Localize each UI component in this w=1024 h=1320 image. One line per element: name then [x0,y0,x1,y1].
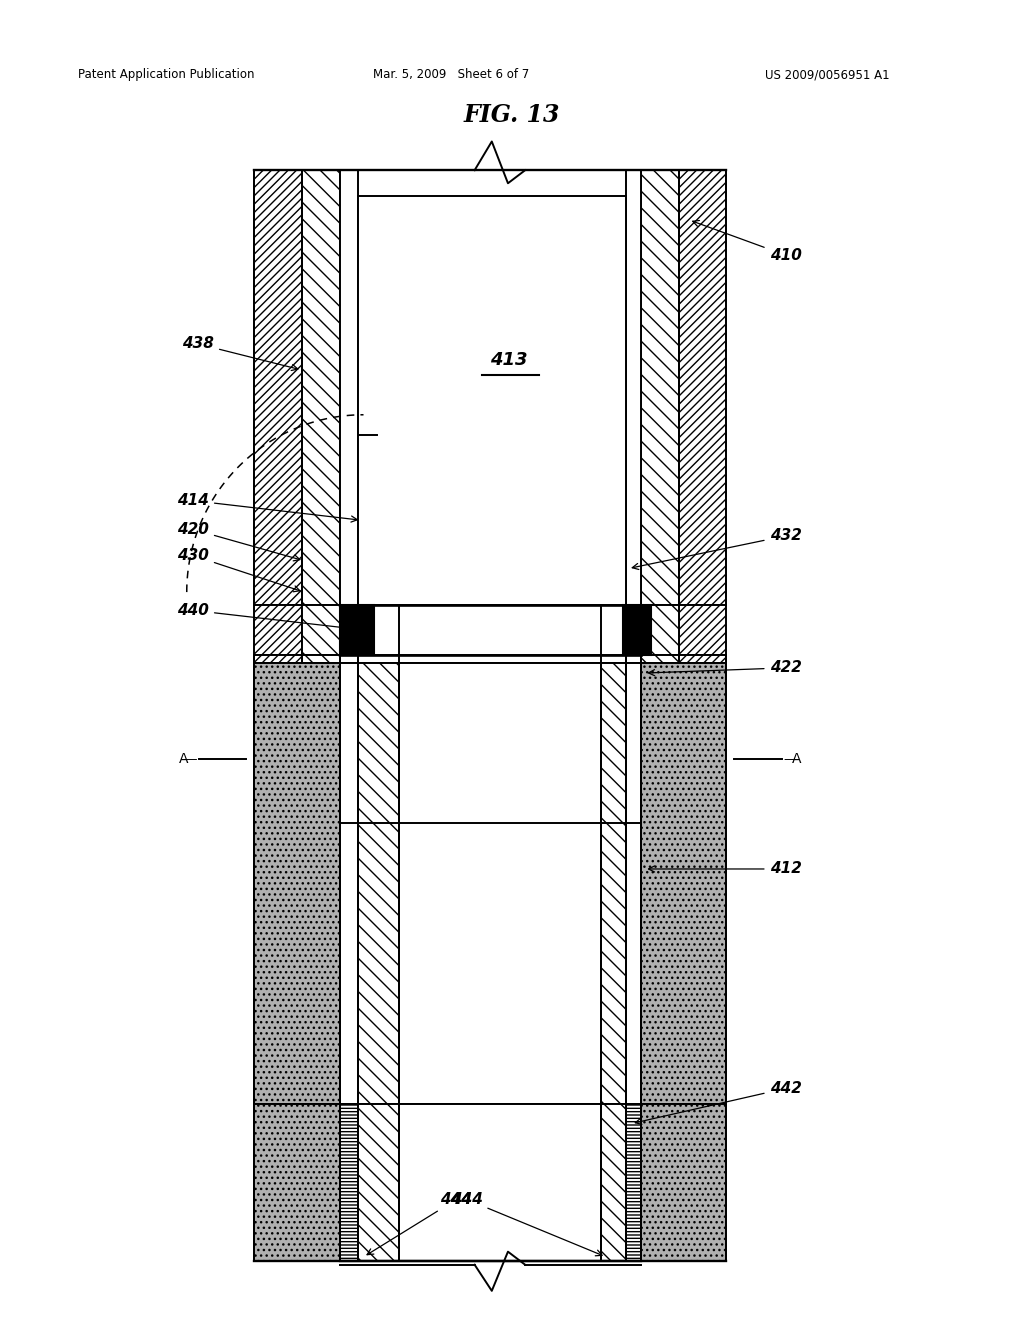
Text: Patent Application Publication: Patent Application Publication [78,69,254,82]
Bar [340,1104,358,1261]
Bar [601,1104,626,1261]
Text: A: A [792,752,802,767]
Bar [254,605,302,655]
Text: 412: 412 [648,862,802,876]
Bar [624,605,651,655]
Text: —: — [783,752,797,766]
Text: FIG. 13: FIG. 13 [464,103,560,127]
Bar [641,170,679,605]
Text: 410: 410 [692,220,802,263]
Bar [358,663,399,1104]
Bar [358,197,626,605]
Text: 444: 444 [451,1192,602,1255]
Bar [679,655,726,663]
Bar [679,605,726,655]
Text: 422: 422 [648,660,802,676]
Text: US 2009/0056951 A1: US 2009/0056951 A1 [765,69,889,82]
Bar [626,170,641,605]
Text: 440: 440 [177,603,348,631]
Bar [626,663,641,1104]
Text: 430: 430 [177,548,300,591]
Text: 413: 413 [490,351,527,368]
Bar [340,170,358,605]
Bar [358,655,626,663]
Bar [626,1104,641,1261]
Text: —: — [184,752,197,766]
Bar [601,663,626,1104]
Text: 432: 432 [632,528,802,569]
Bar [641,1104,726,1261]
Bar [254,663,340,1104]
Bar [399,663,601,1104]
Bar [641,655,679,663]
Bar [340,655,358,663]
Text: Mar. 5, 2009   Sheet 6 of 7: Mar. 5, 2009 Sheet 6 of 7 [374,69,529,82]
Bar [358,1104,399,1261]
Bar [679,170,726,605]
Text: A: A [179,752,188,767]
Bar [302,655,340,663]
Bar [399,1104,601,1261]
Bar [254,1104,340,1261]
Bar [340,663,358,1104]
Bar [254,170,302,605]
Bar [641,663,726,1104]
Bar [641,605,679,655]
Text: 414: 414 [177,494,357,523]
Bar [302,605,340,655]
Bar [254,655,302,663]
Text: 444: 444 [367,1192,472,1255]
Text: 420: 420 [177,521,300,561]
Bar [340,605,374,655]
Text: 438: 438 [182,337,298,371]
Bar [626,655,641,663]
Bar [374,605,624,655]
Text: 442: 442 [635,1081,802,1125]
Bar [302,170,340,605]
